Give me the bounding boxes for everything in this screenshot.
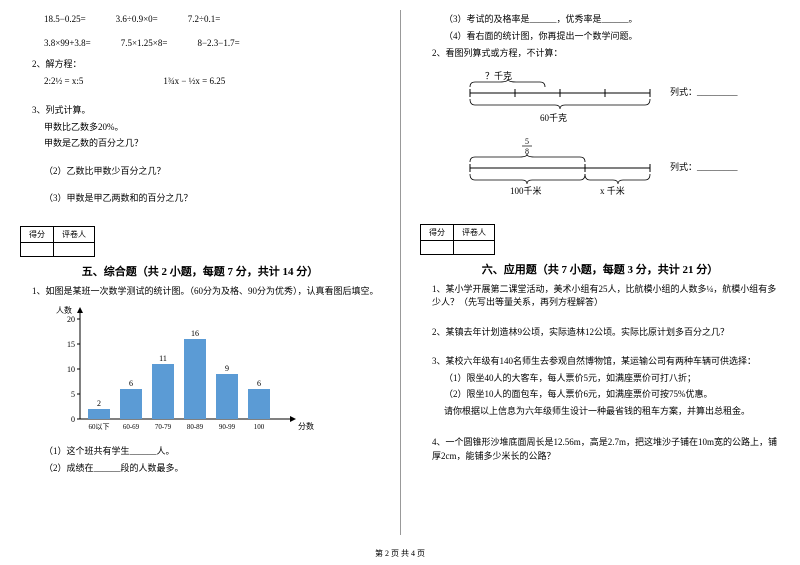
eq2: 1¾x − ½x = 6.25	[163, 75, 225, 89]
score-label-6: 得分	[421, 224, 454, 240]
diagram-1: ？千克 60千克 列式：_________	[460, 69, 780, 126]
score-table-5: 得分 评卷人	[20, 226, 95, 257]
calc-row-1: 18.5−0.25= 3.6÷0.9×0= 7.2÷0.1=	[44, 13, 380, 27]
calc-4: 3.8×99+3.8=	[44, 37, 91, 51]
calc-5: 7.5×1.25×8=	[121, 37, 168, 51]
q6-3c: 请你根据以上信息为六年级师生设计一种最省钱的租车方案，并算出总租金。	[444, 405, 780, 419]
svg-text:90-99: 90-99	[219, 423, 236, 431]
q6-4: 4、一个圆锥形沙堆底面周长是12.56m，高是2.7m，把这堆沙子铺在10m宽的…	[432, 436, 780, 463]
calc-6: 8−2.3−1.7=	[197, 37, 239, 51]
q3b: 甲数是乙数的百分之几？	[44, 137, 380, 151]
left-column: 18.5−0.25= 3.6÷0.9×0= 7.2÷0.1= 3.8×99+3.…	[0, 0, 400, 565]
svg-text:6: 6	[257, 379, 261, 388]
q5-1a: （1）这个班共有学生______人。	[44, 445, 380, 459]
eq1: 2:2½ = x:5	[44, 75, 83, 89]
svg-text:20: 20	[67, 315, 75, 324]
calc-3: 7.2÷0.1=	[188, 13, 221, 27]
score-label: 得分	[21, 226, 54, 242]
q3c: （2）乙数比甲数少百分之几？	[44, 165, 380, 179]
grader-label-6: 评卷人	[454, 224, 495, 240]
svg-text:60以下: 60以下	[89, 423, 110, 431]
section-5-title: 五、综合题（共 2 小题，每题 7 分，共计 14 分）	[20, 263, 380, 279]
q5-1b: （2）成绩在______段的人数最多。	[44, 462, 380, 476]
diag1-answer-label: 列式：_________	[670, 86, 738, 97]
svg-text:5: 5	[71, 390, 75, 399]
q3-title: 3、列式计算。	[32, 104, 380, 118]
svg-text:80-89: 80-89	[187, 423, 204, 431]
q2-title: 2、解方程：	[32, 58, 380, 72]
svg-text:6: 6	[129, 379, 133, 388]
bar-chart: 人数 0 5 10 15 20 2 60以下 6 60-69 11 70-79 16 80-89 9 90-9…	[50, 304, 380, 441]
q6-3b: （2）限坐10人的面包车，每人票价6元，如满座票价可按75%优惠。	[444, 388, 780, 402]
q6-2: 2、某镇去年计划造林9公顷，实际造林12公顷。实际比原计划多百分之几？	[432, 326, 780, 340]
page-footer: 第 2 页 共 4 页	[0, 548, 800, 559]
q3d: （3）甲数是甲乙两数和的百分之几？	[44, 192, 380, 206]
svg-text:0: 0	[71, 415, 75, 424]
svg-text:分数: 分数	[298, 421, 314, 431]
svg-text:100: 100	[254, 423, 265, 431]
calc-block: 18.5−0.25= 3.6÷0.9×0= 7.2÷0.1= 3.8×99+3.…	[44, 13, 380, 50]
diag2-answer-label: 列式：_________	[670, 161, 738, 172]
q6-3a: （1）限坐40人的大客车，每人票价5元，如满座票价可打八折；	[444, 372, 780, 386]
calc-2: 3.6÷0.9×0=	[116, 13, 158, 27]
svg-text:15: 15	[67, 340, 75, 349]
q6-1: 1、某小学开展第二课堂活动，美术小组有25人，比航模小组的人数多¼，航模小组有多…	[432, 283, 780, 310]
svg-text:16: 16	[191, 329, 199, 338]
svg-text:11: 11	[159, 354, 167, 363]
diag2-frac: 5	[525, 137, 529, 146]
q5-2-title: 2、看图列算式或方程，不计算：	[432, 47, 780, 61]
q6-3: 3、某校六年级有140名师生去参观自然博物馆，某运输公司有两种车辆可供选择：	[432, 355, 780, 369]
q2-eqs: 2:2½ = x:5 1¾x − ½x = 6.25	[44, 75, 380, 89]
svg-text:人数: 人数	[56, 305, 72, 315]
section-6-title: 六、应用题（共 7 小题，每题 3 分，共计 21 分）	[420, 261, 780, 277]
diag2-bottom: 100千米	[510, 185, 542, 196]
score-table-6: 得分 评卷人	[420, 224, 495, 255]
calc-row-2: 3.8×99+3.8= 7.5×1.25×8= 8−2.3−1.7=	[44, 37, 380, 51]
calc-1: 18.5−0.25=	[44, 13, 86, 27]
svg-text:9: 9	[225, 364, 229, 373]
diag2-x: x 千米	[600, 185, 625, 196]
q5-1: 1、如图是某班一次数学测试的统计图。（60分为及格、90分为优秀），认真看图后填…	[32, 285, 380, 299]
svg-text:70-79: 70-79	[155, 423, 172, 431]
diagram-2: 5 8 100千米 x 千米 列式：_________	[460, 136, 780, 208]
svg-text:2: 2	[97, 399, 101, 408]
right-column: （3）考试的及格率是______，优秀率是______。 （4）看右面的统计图，…	[400, 0, 800, 565]
q5-1d: （4）看右面的统计图，你再提出一个数学问题。	[444, 30, 780, 44]
diag1-bottom-label: 60千克	[540, 113, 567, 123]
svg-text:60-69: 60-69	[123, 423, 140, 431]
svg-text:10: 10	[67, 365, 75, 374]
q5-1c: （3）考试的及格率是______，优秀率是______。	[444, 13, 780, 27]
q3a: 甲数比乙数多20%。	[44, 121, 380, 135]
grader-label: 评卷人	[54, 226, 95, 242]
